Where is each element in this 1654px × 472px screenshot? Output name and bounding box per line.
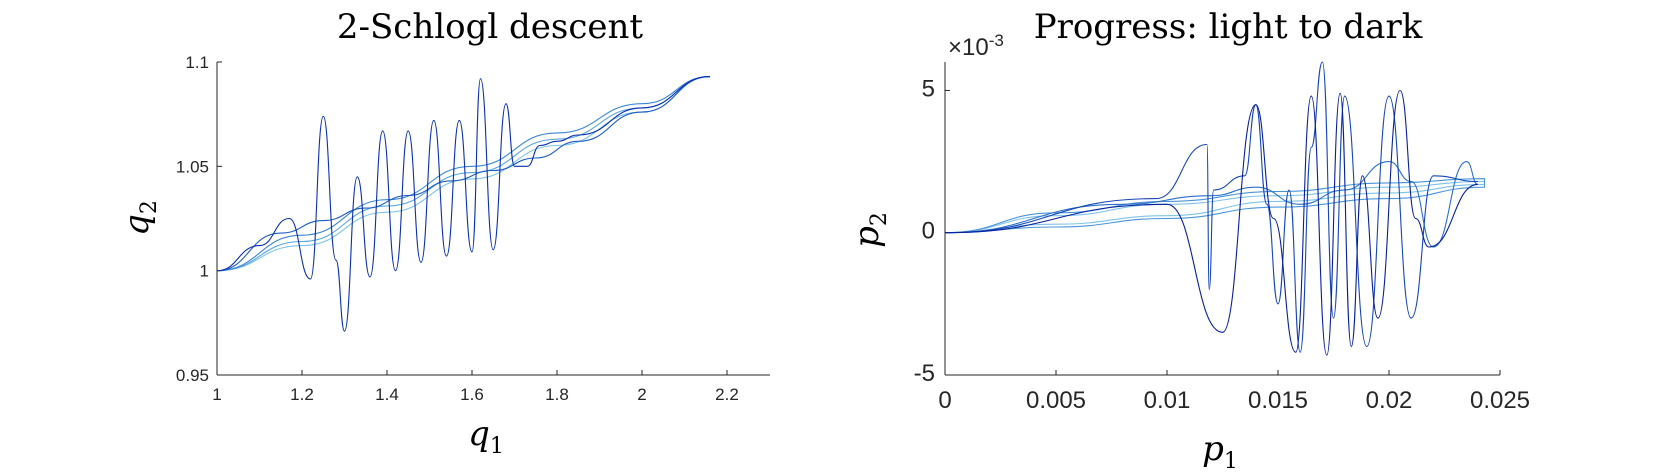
left-y-ticks: 0.95 1 1.05 1.1: [176, 53, 222, 385]
y-tick-label: -5: [914, 360, 935, 387]
series-line-5: [216, 76, 711, 332]
left-y-label-main: q: [117, 214, 157, 236]
left-x-label: q1: [468, 414, 504, 459]
x-tick-label: 0.025: [1470, 387, 1530, 414]
right-x-label-sub: 1: [1224, 449, 1238, 472]
y-tick-label: 0.95: [176, 366, 209, 385]
y-tick-label: 0: [922, 218, 935, 245]
left-x-ticks: 1 1.2 1.4 1.6 1.8 2 2.2: [212, 370, 739, 404]
left-title: 2-Schlogl descent: [337, 7, 644, 47]
right-exponent-power: -3: [989, 31, 1004, 50]
right-y-label-main: p: [847, 226, 887, 248]
right-x-label-main: p: [1202, 429, 1224, 469]
left-y-label-sub: 2: [137, 200, 162, 214]
right-x-label: p1: [1202, 429, 1238, 472]
x-tick-label: 0.01: [1144, 387, 1191, 414]
x-tick-label: 0.02: [1366, 387, 1413, 414]
right-y-label: p2: [847, 212, 892, 248]
y-tick-label: 1.1: [185, 53, 209, 72]
x-tick-label: 0.005: [1026, 387, 1086, 414]
y-tick-label: 5: [922, 75, 935, 102]
series-line-2: [216, 76, 711, 272]
x-tick-label: 1.8: [545, 385, 569, 404]
right-exponent-base: ×10: [948, 34, 989, 61]
right-exponent-label: ×10-3: [948, 31, 1004, 61]
left-x-label-sub: 1: [490, 434, 504, 459]
right-y-label-sub: 2: [867, 212, 892, 226]
left-y-label: q2: [117, 200, 162, 236]
right-subplot: Progress: light to dark ×10-3 0 0.005 0.01…: [847, 7, 1530, 472]
series-line-4: [944, 61, 1478, 353]
right-y-ticks: -5 0 5: [914, 75, 950, 387]
x-tick-label: 1: [212, 385, 221, 404]
left-curves: [216, 76, 711, 332]
x-tick-label: 1.4: [375, 385, 399, 404]
series-line-2: [944, 178, 1486, 234]
x-tick-label: 1.6: [460, 385, 484, 404]
left-subplot: 2-Schlogl descent 1 1.2 1.4 1.6 1.8 2 2.2 0.95…: [117, 7, 770, 459]
series-line-3: [216, 76, 711, 272]
series-line-5: [944, 89, 1478, 356]
right-curves: [944, 61, 1486, 356]
y-tick-label: 1.05: [176, 157, 209, 176]
x-tick-label: 2.2: [715, 385, 739, 404]
series-line-3: [944, 161, 1479, 248]
x-tick-label: 0: [938, 387, 951, 414]
right-x-ticks: 0 0.005 0.01 0.015 0.02 0.025: [938, 370, 1530, 414]
left-x-label-main: q: [468, 414, 490, 454]
series-line-4: [216, 76, 711, 272]
x-tick-label: 0.015: [1248, 387, 1308, 414]
x-tick-label: 1.2: [290, 385, 314, 404]
y-tick-label: 1: [200, 262, 209, 281]
right-title: Progress: light to dark: [1034, 7, 1423, 47]
x-tick-label: 2: [637, 385, 646, 404]
